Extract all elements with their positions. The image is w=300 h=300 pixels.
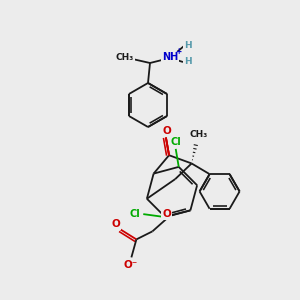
Text: Cl: Cl <box>170 137 181 147</box>
Text: O⁻: O⁻ <box>123 260 137 270</box>
Text: CH₃: CH₃ <box>190 130 208 139</box>
Text: Cl: Cl <box>130 209 141 219</box>
Text: O: O <box>111 219 120 230</box>
Text: CH₃: CH₃ <box>116 52 134 62</box>
Text: NH: NH <box>162 52 178 62</box>
Text: O: O <box>163 125 171 136</box>
Text: O: O <box>162 209 171 219</box>
Text: H: H <box>184 58 192 67</box>
Text: H: H <box>184 40 192 50</box>
Text: +: + <box>175 46 181 56</box>
